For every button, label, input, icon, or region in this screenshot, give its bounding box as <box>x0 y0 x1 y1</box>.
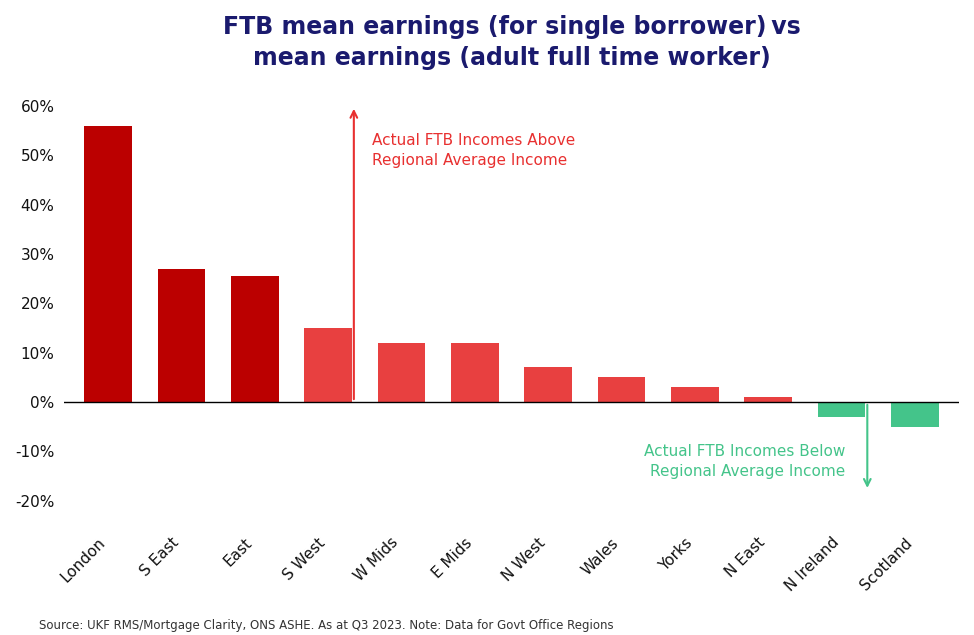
Text: Actual FTB Incomes Below
Regional Average Income: Actual FTB Incomes Below Regional Averag… <box>644 444 845 479</box>
Bar <box>598 377 646 402</box>
Bar <box>524 368 572 402</box>
Bar <box>451 343 499 402</box>
Bar <box>744 397 792 402</box>
Bar <box>158 269 206 402</box>
Bar <box>231 276 279 402</box>
Text: Source: UKF RMS/Mortgage Clarity, ONS ASHE. As at Q3 2023. Note: Data for Govt O: Source: UKF RMS/Mortgage Clarity, ONS AS… <box>39 619 614 632</box>
Bar <box>818 402 866 417</box>
Bar <box>891 402 939 427</box>
Bar <box>378 343 426 402</box>
Bar <box>85 126 131 402</box>
Title: FTB mean earnings (for single borrower) vs
mean earnings (adult full time worker: FTB mean earnings (for single borrower) … <box>223 15 801 70</box>
Text: Actual FTB Incomes Above
Regional Average Income: Actual FTB Incomes Above Regional Averag… <box>372 133 576 168</box>
Bar <box>304 328 352 402</box>
Bar <box>671 387 719 402</box>
